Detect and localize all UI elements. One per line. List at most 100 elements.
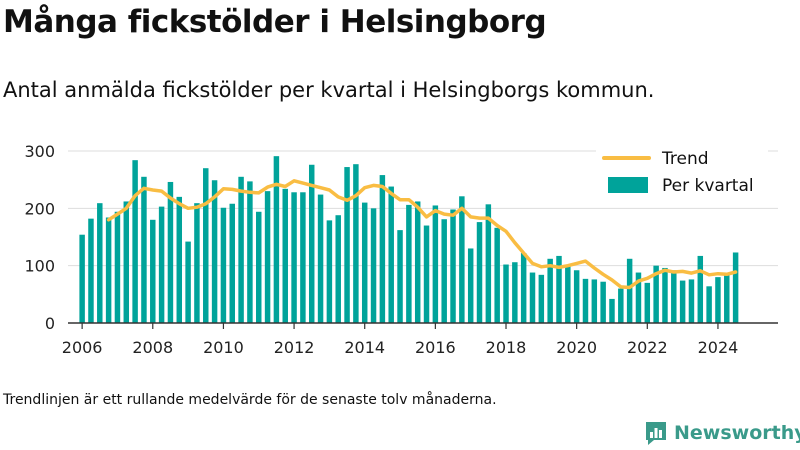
bar bbox=[556, 255, 562, 323]
bar bbox=[388, 186, 394, 323]
bar bbox=[626, 258, 633, 323]
bar bbox=[291, 192, 297, 323]
bar bbox=[450, 209, 456, 323]
x-tick-label: 2010 bbox=[203, 338, 244, 357]
bar bbox=[635, 272, 642, 323]
bar bbox=[229, 203, 235, 323]
bar bbox=[397, 230, 403, 323]
bar bbox=[732, 252, 739, 323]
bar bbox=[247, 181, 253, 323]
bar bbox=[538, 274, 545, 323]
bar bbox=[706, 286, 712, 323]
bar bbox=[370, 208, 377, 323]
bar bbox=[679, 280, 686, 323]
bar bbox=[459, 196, 465, 323]
bar bbox=[653, 265, 659, 323]
y-tick-label: 0 bbox=[45, 314, 55, 333]
bar bbox=[467, 248, 474, 323]
bar bbox=[335, 215, 341, 323]
bar bbox=[308, 164, 315, 323]
bar bbox=[715, 277, 721, 323]
chart: 0 100 200 300 2006 2008 2010 2012 2014 2016 2018 20… bbox=[24, 142, 778, 357]
newsworthy-logo-icon bbox=[646, 422, 666, 445]
bar bbox=[326, 220, 333, 323]
x-tick-label: 2020 bbox=[556, 338, 597, 357]
x-tick-label: 2018 bbox=[486, 338, 527, 357]
chart-title: Många fickstölder i Helsingborg bbox=[3, 4, 547, 40]
bar bbox=[176, 196, 183, 323]
bar bbox=[88, 218, 94, 323]
bar bbox=[688, 279, 695, 323]
x-tick-label: 2024 bbox=[698, 338, 739, 357]
bar bbox=[547, 258, 553, 323]
bar bbox=[379, 175, 386, 323]
bar bbox=[432, 205, 439, 323]
bar bbox=[238, 176, 244, 323]
bar bbox=[618, 288, 624, 323]
bar bbox=[282, 188, 288, 323]
bar bbox=[565, 265, 571, 323]
legend-trend-label: Trend bbox=[661, 149, 709, 169]
x-tick-label: 2006 bbox=[62, 338, 103, 357]
bar bbox=[529, 272, 536, 323]
x-tick-label: 2012 bbox=[274, 338, 315, 357]
axes: 0 100 200 300 2006 2008 2010 2012 2014 2016 2018 20… bbox=[24, 142, 778, 357]
y-tick-label: 300 bbox=[24, 142, 55, 161]
bar bbox=[256, 211, 262, 323]
bar bbox=[662, 267, 668, 323]
bar bbox=[97, 203, 103, 323]
bar bbox=[123, 201, 130, 323]
footnote: Trendlinjen är ett rullande medelvärde f… bbox=[3, 392, 497, 408]
bar bbox=[79, 234, 85, 323]
bar bbox=[520, 253, 527, 323]
legend-bar-swatch bbox=[608, 177, 648, 193]
bar bbox=[185, 241, 191, 323]
bar bbox=[423, 225, 430, 323]
bar bbox=[353, 164, 359, 323]
bar bbox=[441, 219, 447, 323]
x-tick-label: 2008 bbox=[132, 338, 173, 357]
brand-logo: Newsworthy bbox=[644, 419, 800, 447]
bar bbox=[503, 264, 509, 323]
bar bbox=[724, 274, 730, 323]
bar bbox=[476, 222, 483, 323]
bar bbox=[167, 181, 174, 323]
bar bbox=[644, 282, 651, 323]
bar bbox=[600, 281, 606, 323]
legend: Trend Per kvartal bbox=[596, 148, 768, 204]
bar bbox=[591, 279, 598, 323]
bar bbox=[485, 204, 492, 323]
brand-name: Newsworthy bbox=[674, 422, 800, 444]
bar bbox=[671, 270, 677, 323]
bar bbox=[609, 298, 615, 323]
bar bbox=[317, 194, 324, 323]
bar bbox=[512, 262, 518, 323]
x-tick-label: 2014 bbox=[344, 338, 385, 357]
bar bbox=[344, 167, 350, 323]
bar-series bbox=[79, 156, 739, 323]
trend-series bbox=[106, 179, 738, 290]
bar bbox=[300, 192, 306, 323]
bar bbox=[141, 176, 147, 323]
bar bbox=[105, 217, 112, 323]
bar bbox=[264, 191, 271, 323]
y-tick-label: 200 bbox=[24, 199, 55, 218]
bar bbox=[573, 270, 580, 323]
trend-line bbox=[106, 179, 738, 290]
bar bbox=[273, 156, 280, 323]
bar bbox=[158, 206, 165, 323]
bar bbox=[697, 255, 704, 323]
bar bbox=[220, 207, 227, 323]
bar bbox=[494, 227, 500, 323]
bar bbox=[194, 203, 200, 323]
legend-bar-label: Per kvartal bbox=[662, 176, 754, 196]
bar bbox=[582, 278, 589, 323]
bar bbox=[414, 201, 421, 323]
bar bbox=[150, 219, 156, 323]
x-tick-label: 2022 bbox=[627, 338, 668, 357]
bar bbox=[114, 211, 121, 323]
bar bbox=[203, 168, 209, 323]
chart-subtitle: Antal anmälda fickstölder per kvartal i … bbox=[3, 78, 655, 102]
y-tick-label: 100 bbox=[24, 257, 55, 276]
bar bbox=[211, 180, 218, 323]
